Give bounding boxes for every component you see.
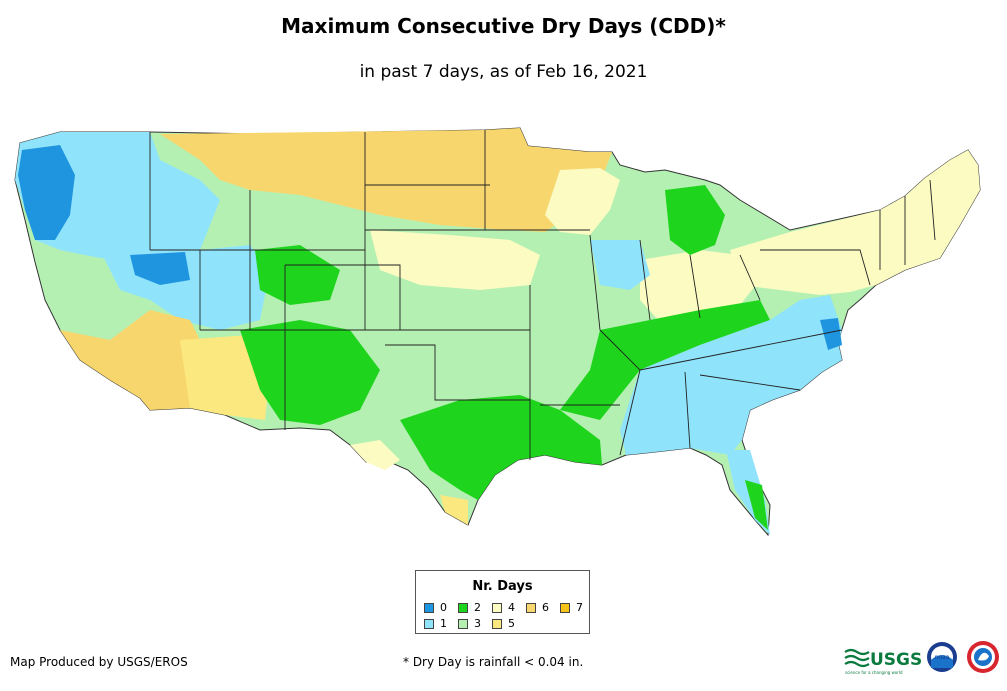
legend-item-6: 6 (526, 601, 549, 614)
noaa-logo-text: noaa (935, 654, 950, 661)
map-credit: Map Produced by USGS/EROS (10, 655, 188, 669)
legend-item-3: 3 (458, 617, 481, 630)
region-four-corners-2days (240, 320, 380, 425)
legend-item-1: 1 (424, 617, 447, 630)
region-coastal-oregon-0days (18, 145, 75, 240)
legend-label-7: 7 (576, 601, 583, 614)
state-boundaries (149, 130, 936, 460)
agency-logos: USGS science for a changing world noaa (844, 641, 999, 675)
legend-swatch-5 (492, 618, 502, 629)
usgs-logo: USGS science for a changing world (844, 648, 922, 675)
legend-label-3: 3 (474, 617, 481, 630)
region-southern-california-6days (60, 310, 205, 410)
legend-item-7: 7 (560, 601, 583, 614)
region-tennessee-valley-2days (560, 300, 770, 420)
us-dry-days-map (14, 127, 981, 537)
legend-swatch-6 (526, 602, 536, 613)
legend-swatch-3 (458, 618, 468, 629)
legend-label-0: 0 (440, 601, 447, 614)
legend-label-6: 6 (542, 601, 549, 614)
legend-swatch-0 (424, 602, 434, 613)
region-central-plains-4days (370, 230, 540, 290)
legend-title: Nr. Days (472, 579, 533, 594)
map-title: Maximum Consecutive Dry Days (CDD)* (281, 14, 726, 38)
region-wisconsin-4days (545, 168, 620, 235)
legend-item-0: 0 (424, 601, 447, 614)
legend-swatch-1 (424, 618, 434, 629)
usgs-logo-text: USGS (870, 650, 922, 670)
legend-label-1: 1 (440, 617, 447, 630)
legend-swatch-4 (492, 602, 502, 613)
region-arizona-5days (180, 335, 270, 420)
legend-item-5: 5 (492, 617, 515, 630)
noaa-logo: noaa (927, 642, 957, 672)
region-south-florida-2days (745, 480, 768, 530)
legend-item-2: 2 (458, 601, 481, 614)
region-northeast-4days (730, 150, 980, 295)
region-chesapeake-0days (820, 318, 842, 350)
region-west-texas-4days (350, 440, 400, 470)
map-subtitle: in past 7 days, as of Feb 16, 2021 (359, 62, 648, 82)
legend-label-4: 4 (508, 601, 515, 614)
legend-label-2: 2 (474, 601, 481, 614)
region-south-texas-5days (440, 495, 468, 525)
dry-day-footnote: * Dry Day is rainfall < 0.04 in. (403, 655, 584, 669)
region-texas-gulf-2days (400, 395, 602, 500)
nws-logo (967, 641, 999, 673)
legend-label-5: 5 (508, 617, 515, 630)
map-legend: Nr. Days 0 1 2 3 4 5 6 7 (415, 570, 590, 634)
region-great-basin-0days (130, 252, 190, 285)
region-northern-plains-6days (160, 128, 612, 232)
legend-swatch-2 (458, 602, 468, 613)
legend-swatch-7 (560, 602, 570, 613)
region-michigan-2days (665, 185, 725, 255)
region-illinois-1day (590, 240, 650, 290)
region-southeast-1day (620, 295, 842, 455)
usgs-tagline: science for a changing world (845, 670, 903, 675)
region-rockies-2days (255, 245, 340, 305)
region-ohio-valley-4days (640, 250, 760, 322)
legend-item-4: 4 (492, 601, 515, 614)
